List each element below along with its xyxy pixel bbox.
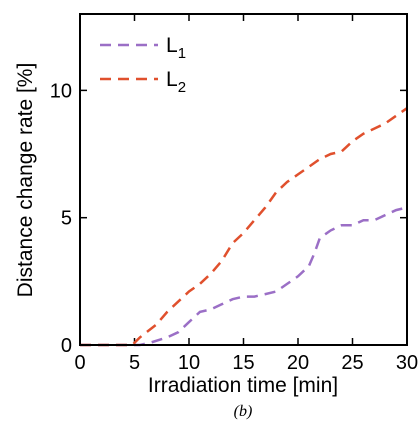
x-tick-label-20: 20 [287, 352, 309, 374]
y-tick-label-0: 0 [61, 335, 72, 357]
x-tick-label-5: 5 [129, 352, 140, 374]
y-tick-label-5: 5 [61, 208, 72, 230]
x-tick-label-10: 10 [178, 352, 200, 374]
y-axis-label: Distance change rate [%] [14, 63, 37, 298]
x-tick-label-15: 15 [232, 352, 254, 374]
legend-label-l1: L1 [166, 34, 186, 62]
series-lines [80, 107, 408, 347]
x-tick-label-30: 30 [396, 352, 418, 374]
legend-label-l2: L2 [166, 68, 186, 96]
series-line-l1 [80, 206, 408, 347]
legend: L1 L2 [100, 34, 186, 96]
figure-caption: (b) [234, 403, 253, 420]
axis-ticks: 0 5 10 15 20 25 30 0 5 10 [50, 14, 418, 374]
x-tick-label-0: 0 [74, 352, 85, 374]
x-tick-label-25: 25 [341, 352, 363, 374]
plot-area-frame [79, 13, 408, 346]
x-axis-label: Irradiation time [min] [148, 374, 338, 397]
y-tick-label-10: 10 [50, 80, 72, 102]
series-line-l2 [80, 107, 408, 347]
